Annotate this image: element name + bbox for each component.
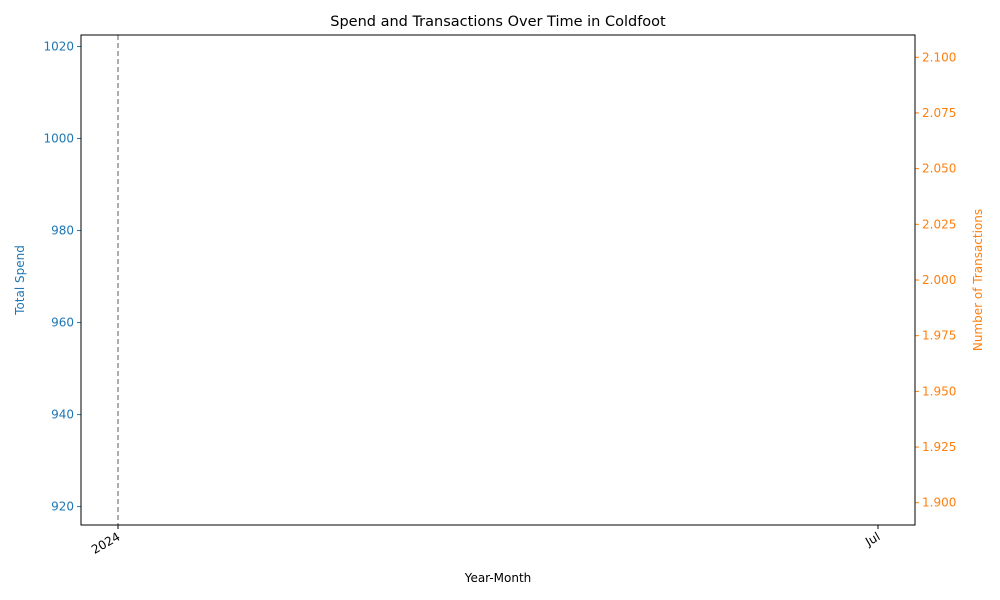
right-tick-label: 2.025 <box>922 217 956 231</box>
left-tick-label: 920 <box>51 500 74 514</box>
right-axis-label: Number of Transactions <box>971 209 985 351</box>
right-tick-label: 2.000 <box>922 273 956 287</box>
right-tick-label: 1.925 <box>922 440 956 454</box>
right-tick-label: 1.900 <box>922 496 956 510</box>
left-tick-label: 1000 <box>43 132 74 146</box>
x-axis-label: Year-Month <box>464 571 532 585</box>
left-tick-label: 980 <box>51 224 74 238</box>
chart-title: Spend and Transactions Over Time in Cold… <box>330 14 666 30</box>
left-axis-label: Total Spend <box>13 245 27 316</box>
plot-frame <box>80 34 916 526</box>
x-tick-label: 2024 <box>89 529 122 556</box>
right-tick-label: 2.075 <box>922 106 956 120</box>
left-tick-label: 1020 <box>43 40 74 54</box>
right-tick-label: 2.050 <box>922 162 956 176</box>
left-tick-label: 940 <box>51 408 74 422</box>
x-tick-label: Jul <box>862 529 882 549</box>
right-tick-label: 2.100 <box>922 50 956 64</box>
right-tick-label: 1.975 <box>922 329 956 343</box>
right-tick-label: 1.950 <box>922 384 956 398</box>
left-tick-label: 960 <box>51 316 74 330</box>
